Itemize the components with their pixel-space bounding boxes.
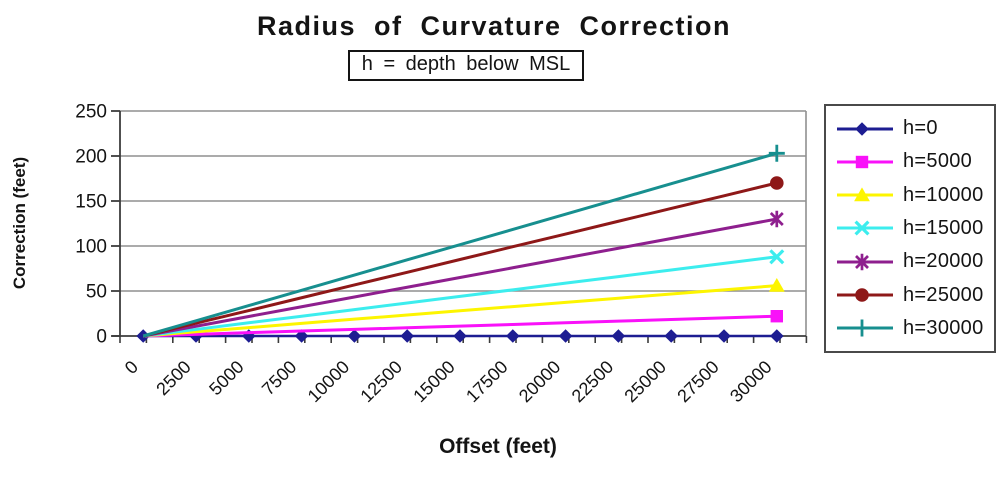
marker-circle <box>855 288 869 302</box>
legend-key-triangle-icon <box>837 187 893 202</box>
marker-diamond <box>855 121 869 136</box>
x-axis-title: Offset (feet) <box>439 435 557 458</box>
gridlines <box>120 110 807 336</box>
x-tick-label-22500: 22500 <box>568 357 618 407</box>
x-tick-label-30000: 30000 <box>726 357 776 407</box>
marker-square <box>855 155 869 169</box>
legend-key-diamond-icon <box>837 121 893 136</box>
legend-item-h=15000: h=15000 <box>836 217 994 240</box>
x-tick-label-25000: 25000 <box>620 357 670 407</box>
x-tick-label-2500: 2500 <box>152 357 194 399</box>
marker-star <box>855 253 869 270</box>
marker-plus <box>768 144 785 162</box>
legend-key-x-icon <box>837 220 893 237</box>
series-h=10000 <box>143 278 785 338</box>
marker-diamond <box>717 329 731 343</box>
legend-key-plus-icon <box>837 319 893 337</box>
marker-diamond <box>347 329 362 343</box>
x-tick-label-10000: 10000 <box>304 357 354 407</box>
legend-label-h=25000: h=25000 <box>903 283 984 306</box>
legend-item-h=25000: h=25000 <box>836 284 994 307</box>
series-h=0 <box>136 329 784 343</box>
legend: h=0 h=5000 h=10000 h=15000 h=20000 h=25000 h=3… <box>824 104 996 353</box>
series-line-h=30000 <box>142 151 778 338</box>
chart-title: Radius of Curvature Correction <box>256 11 732 41</box>
legend-item-h=20000: h=20000 <box>836 250 994 273</box>
marker-diamond <box>400 329 414 343</box>
y-tick-label-50: 50 <box>86 282 107 303</box>
marker-triangle <box>768 278 785 292</box>
legend-key-square-icon <box>837 155 893 169</box>
legend-label-h=10000: h=10000 <box>903 183 984 206</box>
legend-label-h=0: h=0 <box>903 117 938 140</box>
series-line-h=15000 <box>143 255 777 338</box>
legend-label-h=5000: h=5000 <box>903 150 973 173</box>
legend-label-h=20000: h=20000 <box>903 250 984 273</box>
legend-item-h=10000: h=10000 <box>836 184 994 207</box>
marker-diamond <box>453 329 467 343</box>
series-h=20000 <box>142 210 784 338</box>
legend-label-h=30000: h=30000 <box>903 316 984 339</box>
marker-diamond <box>770 329 784 343</box>
series-line-h=10000 <box>143 284 777 338</box>
series-h=15000 <box>143 249 785 338</box>
series-line-h=20000 <box>142 217 778 338</box>
y-tick-label-0: 0 <box>96 327 107 348</box>
marker-triangle <box>854 187 870 202</box>
subtitle-row: h = depth below MSL <box>0 50 932 81</box>
legend-key-circle-icon <box>837 288 893 302</box>
axes <box>111 110 808 343</box>
marker-plus <box>854 319 870 337</box>
marker-x <box>769 249 785 265</box>
y-tick-labels: 0 50 100 150 200 250 <box>75 102 107 348</box>
legend-item-h=30000: h=30000 <box>836 317 994 340</box>
subtitle-box: h = depth below MSL <box>347 50 585 81</box>
legend-item-h=5000: h=5000 <box>836 150 994 173</box>
y-tick-label-250: 250 <box>75 102 107 123</box>
marker-diamond <box>558 329 573 343</box>
x-tick-label-20000: 20000 <box>515 357 565 407</box>
x-tick-labels: 0 2500 5000 7500 10000 12500 15000 17500 20000 22… <box>121 357 776 407</box>
legend-label-h=15000: h=15000 <box>903 216 984 239</box>
series-line-h=25000 <box>142 181 778 338</box>
marker-star <box>769 210 784 228</box>
marker-diamond <box>506 329 520 343</box>
marker-circle <box>770 176 784 190</box>
x-tick-label-12500: 12500 <box>356 357 406 407</box>
x-tick-label-5000: 5000 <box>205 357 247 399</box>
y-tick-label-150: 150 <box>75 192 107 213</box>
legend-item-h=0: h=0 <box>836 117 994 140</box>
title-row: Radius of Curvature Correction <box>0 11 988 42</box>
marker-diamond <box>611 329 626 343</box>
series-h=25000 <box>142 176 784 338</box>
marker-square <box>770 310 783 323</box>
x-tick-label-27500: 27500 <box>673 357 723 407</box>
x-tick-label-0: 0 <box>121 357 142 378</box>
legend-key-star-icon <box>837 253 893 270</box>
x-tick-label-15000: 15000 <box>409 357 459 407</box>
marker-diamond <box>664 329 678 343</box>
y-tick-label-200: 200 <box>75 147 107 168</box>
series-h=30000 <box>142 144 785 338</box>
series-line-h=5000 <box>143 314 777 338</box>
y-tick-label-100: 100 <box>75 237 107 258</box>
series-h=5000 <box>143 310 783 338</box>
y-axis-title: Correction (feet) <box>10 156 29 290</box>
x-tick-label-7500: 7500 <box>258 357 300 399</box>
marker-x <box>854 220 870 237</box>
x-tick-label-17500: 17500 <box>462 357 512 407</box>
